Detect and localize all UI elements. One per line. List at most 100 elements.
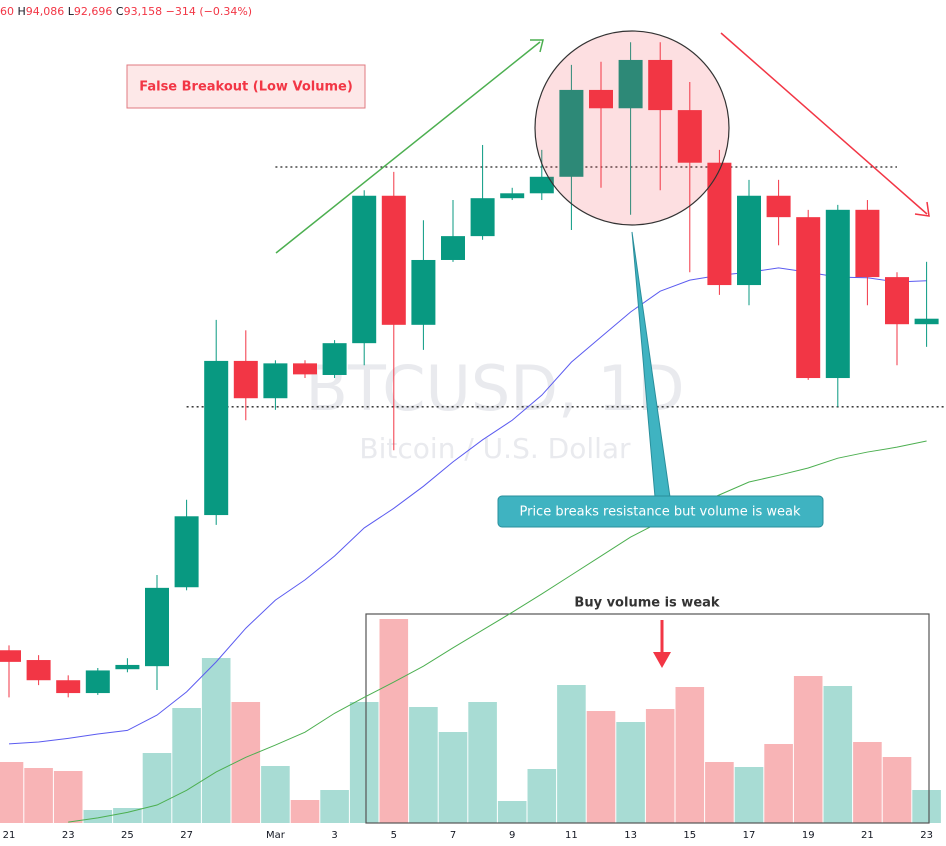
volume-note: Buy volume is weak xyxy=(574,596,719,611)
volume-bar xyxy=(764,744,793,823)
candle-body xyxy=(470,198,495,237)
candle-body xyxy=(145,587,169,667)
volume-box xyxy=(365,613,930,824)
x-tick-label: 23 xyxy=(62,830,75,841)
candle-body xyxy=(293,363,317,375)
watermark: BTCUSD, 1D xyxy=(305,352,684,425)
volume-bar xyxy=(379,619,409,823)
candle-body xyxy=(589,89,613,109)
candle-body xyxy=(204,360,229,516)
volume-bar xyxy=(882,757,912,823)
x-tick-label: 7 xyxy=(450,830,456,841)
volume-bar xyxy=(290,800,320,823)
x-tick-label: 17 xyxy=(743,830,756,841)
candle-body xyxy=(233,360,258,399)
volume-note-arrow-head xyxy=(653,652,671,668)
volume-bar xyxy=(675,687,705,823)
volume-bar xyxy=(409,707,438,823)
candle-body xyxy=(618,59,643,109)
x-tick-label: 13 xyxy=(624,830,637,841)
header-value: 60 xyxy=(0,5,14,18)
header-prefix: C xyxy=(115,5,124,18)
x-tick-label: 9 xyxy=(509,830,515,841)
volume-bar xyxy=(83,810,113,823)
candle-body xyxy=(411,259,436,325)
volume-bar xyxy=(645,709,675,823)
candle-body xyxy=(855,209,880,278)
volume-bar xyxy=(557,685,586,823)
x-tick-label: 25 xyxy=(121,830,134,841)
header-prefix: L xyxy=(67,5,74,18)
volume-bar xyxy=(912,790,941,823)
label-box xyxy=(126,64,366,109)
candle-body xyxy=(56,680,81,694)
header-prefix: H xyxy=(17,5,26,18)
x-tick-label: 11 xyxy=(565,830,578,841)
x-tick-label: 5 xyxy=(391,830,397,841)
x-tick-label: 23 xyxy=(920,830,933,841)
header-value: 93,158 xyxy=(123,5,163,18)
x-axis: 21 23 25 27 Mar 3 5 7 9 11 13 15 17 19 21 23 xyxy=(3,830,933,841)
x-tick-label: 15 xyxy=(683,830,696,841)
ohlc-header: 60 H94,086 L92,696 C93,158 −314 (−0.34%) xyxy=(0,5,252,18)
candle-body xyxy=(648,59,673,111)
candle-body xyxy=(263,363,288,399)
ma-layer xyxy=(8,166,946,823)
candle-body xyxy=(26,660,51,681)
volume-bar xyxy=(853,742,882,823)
candle-body xyxy=(796,217,821,379)
volume-bar xyxy=(201,658,231,823)
candle-body xyxy=(885,277,909,325)
volume-bar xyxy=(823,686,853,823)
candle-body xyxy=(914,318,939,325)
x-tick-label: Mar xyxy=(266,830,286,841)
moving-average xyxy=(68,440,927,823)
volume-bar xyxy=(468,702,497,823)
header-value: −314 (−0.34%) xyxy=(165,5,253,18)
x-tick-label: 3 xyxy=(331,830,337,841)
x-tick-label: 21 xyxy=(861,830,874,841)
volume-bar xyxy=(793,676,823,823)
callout-box xyxy=(497,495,824,528)
x-tick-label: 21 xyxy=(3,830,16,841)
down-arrow-head xyxy=(914,201,930,217)
watermark-subtitle: Bitcoin / U.S. Dollar xyxy=(359,432,631,465)
volume-bar xyxy=(586,711,616,823)
volume-bar xyxy=(320,790,349,823)
up-arrow xyxy=(275,41,541,254)
candle-body xyxy=(825,209,850,379)
volume-bar xyxy=(0,762,24,823)
header-value: 92,696 xyxy=(73,5,113,18)
volume-bar xyxy=(113,808,142,823)
volume-bar xyxy=(527,769,557,823)
candle-body xyxy=(677,110,702,163)
volume-bar xyxy=(438,732,468,823)
volume-bar xyxy=(705,762,734,823)
candle-body xyxy=(0,650,21,662)
highlight-circle xyxy=(534,30,730,226)
candle-body xyxy=(559,89,584,177)
candle-body xyxy=(529,176,554,194)
candle-body xyxy=(352,195,377,344)
volume-bar xyxy=(497,801,527,823)
candle-body xyxy=(85,670,110,694)
volume-bar xyxy=(261,766,290,823)
up-arrow-head xyxy=(530,39,544,53)
candle-body xyxy=(441,236,465,260)
moving-average xyxy=(8,267,927,745)
x-tick-label: 27 xyxy=(180,830,193,841)
down-arrow xyxy=(720,32,928,215)
header-value: 94,086 xyxy=(25,5,65,18)
label-box-text: False Breakout (Low Volume) xyxy=(139,80,353,95)
volume-bar xyxy=(142,753,172,823)
volume-layer xyxy=(0,619,941,823)
volume-bar xyxy=(349,702,379,823)
volume-bar xyxy=(616,722,645,823)
candle-body xyxy=(500,193,525,199)
candle-body xyxy=(737,195,761,286)
x-tick-label: 19 xyxy=(802,830,815,841)
candle-body xyxy=(766,195,791,218)
candle-body xyxy=(174,516,199,588)
